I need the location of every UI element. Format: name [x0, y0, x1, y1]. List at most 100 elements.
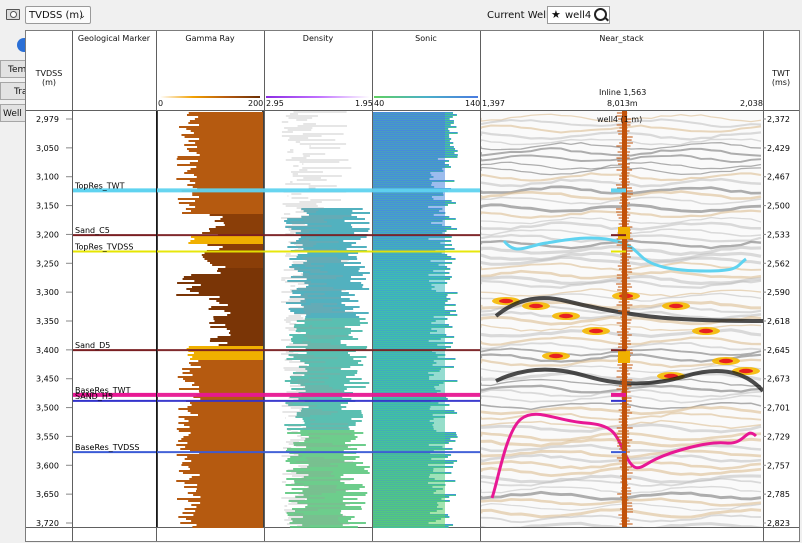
- gamma-fill-strip: [191, 504, 263, 506]
- gamma-fill-strip: [202, 256, 263, 258]
- gamma-fill-strip: [220, 218, 263, 220]
- gamma-fill-strip: [190, 402, 263, 404]
- left-tab-1[interactable]: Tem: [0, 60, 25, 78]
- left-tab-3[interactable]: Well C: [0, 104, 25, 122]
- gamma-fill-strip: [176, 158, 263, 160]
- density-fill-strip: [293, 468, 365, 470]
- gamma-fill-strip: [189, 180, 263, 182]
- camera-icon[interactable]: [6, 9, 20, 20]
- seismic-reflector: [481, 336, 762, 346]
- seismic-reflector: [481, 300, 762, 310]
- gamma-fill-strip: [192, 374, 263, 376]
- tvdss-tick-label: 3,500: [36, 404, 59, 413]
- marker-label: BaseRes_TWT: [75, 386, 131, 395]
- density-fill-strip: [288, 308, 354, 310]
- gamma-fill-strip: [182, 512, 263, 514]
- gamma-fill-strip: [219, 248, 263, 250]
- density-fill-strip: [307, 466, 370, 468]
- gamma-fill-strip: [188, 150, 263, 152]
- gamma-fill-strip: [182, 462, 263, 464]
- gamma-fill-strip: [214, 320, 263, 322]
- gamma-fill-strip: [182, 472, 263, 474]
- gamma-fill-strip: [202, 232, 263, 234]
- gamma-fill-strip: [220, 272, 263, 274]
- gamma-fill-strip: [193, 494, 263, 496]
- density-fill-strip: [291, 228, 370, 230]
- current-well-field[interactable]: ★ well4: [547, 6, 610, 24]
- density-fill-strip: [303, 210, 353, 212]
- density-fill-strip: [304, 298, 350, 300]
- gamma-fill-strip: [209, 340, 263, 342]
- density-fill-strip: [300, 300, 359, 302]
- density-fill-strip: [306, 446, 348, 448]
- well-marker-flag: [618, 351, 630, 363]
- density-fill-strip: [290, 338, 359, 340]
- gamma-fill-strip: [178, 430, 263, 432]
- search-icon[interactable]: [594, 8, 607, 21]
- gamma-fill-strip: [188, 346, 263, 348]
- gamma-fill-strip: [192, 356, 263, 358]
- gamma-fill-strip: [226, 328, 263, 330]
- gamma-fill-strip: [199, 474, 263, 476]
- marker-label: Sand_C5: [75, 226, 110, 235]
- left-tab-2[interactable]: Tra: [0, 82, 25, 100]
- gamma-fill-strip: [176, 428, 263, 430]
- gamma-fill-strip: [177, 156, 263, 158]
- sonic-header: Sonic: [415, 34, 437, 43]
- depth-mode-dropdown[interactable]: TVDSS (m) ⌄: [25, 6, 91, 24]
- gamma-fill-strip: [191, 404, 263, 406]
- gamma-fill-strip: [225, 266, 263, 268]
- seismic-reflector: [481, 113, 762, 123]
- gamma-fill-strip: [213, 316, 263, 318]
- gamma-fill-strip: [189, 450, 263, 452]
- density-fill-strip: [287, 432, 364, 434]
- seismic-reflector: [481, 423, 762, 434]
- gamma-fill-strip: [185, 446, 263, 448]
- density-fill-strip: [290, 382, 370, 384]
- density-fill-strip: [294, 324, 361, 326]
- density-fill-strip: [290, 276, 351, 278]
- current-well-value: well4: [565, 10, 592, 21]
- gamma-fill-strip: [217, 336, 263, 338]
- divider: [264, 31, 265, 541]
- sonic-colorbar: [374, 96, 478, 98]
- gamma-fill-strip: [195, 200, 263, 202]
- density-fill-strip: [304, 318, 366, 320]
- gamma-fill-strip: [176, 480, 263, 482]
- seismic-reflector: [481, 209, 762, 219]
- density-fill-strip: [306, 426, 349, 428]
- twt-tick-label: 2,467: [767, 173, 790, 182]
- seismic-reflector: [481, 460, 762, 471]
- gamma-fill-strip: [190, 210, 263, 212]
- well-tag-label: well4 (1 m): [597, 115, 643, 124]
- density-fill-strip: [306, 498, 358, 500]
- gamma-fill-strip: [224, 310, 263, 312]
- gamma-fill-strip: [178, 470, 263, 472]
- gamma-fill-strip: [195, 182, 263, 184]
- sonic-scale-max: 140: [465, 99, 481, 108]
- near-stack-header: Near_stack: [599, 34, 644, 43]
- density-fill-strip: [289, 396, 343, 398]
- seismic-reflector: [481, 443, 762, 453]
- density-fill-strip: [307, 504, 346, 506]
- twt-tick-label: 2,645: [767, 346, 790, 355]
- gamma-fill-strip: [198, 390, 263, 392]
- gamma-fill-strip: [192, 526, 263, 528]
- density-fill-strip: [293, 356, 367, 358]
- density-fill-strip: [296, 288, 370, 290]
- gamma-fill-strip: [182, 278, 263, 280]
- density-fill-strip: [307, 370, 358, 372]
- density-fill-strip: [298, 238, 361, 240]
- seismic-reflector: [481, 529, 761, 536]
- amplitude-core: [499, 298, 513, 304]
- info-icon[interactable]: [17, 38, 27, 52]
- gamma-fill-strip: [188, 500, 263, 502]
- density-fill-strip: [288, 404, 341, 406]
- gamma-fill-strip: [195, 206, 263, 208]
- gamma-fill-strip: [184, 508, 263, 510]
- gamma-fill-strip: [224, 224, 263, 226]
- gamma-fill-strip: [191, 274, 263, 276]
- gamma-fill-strip: [187, 354, 263, 356]
- density-fill-strip: [308, 486, 365, 488]
- density-fill-strip: [301, 408, 342, 410]
